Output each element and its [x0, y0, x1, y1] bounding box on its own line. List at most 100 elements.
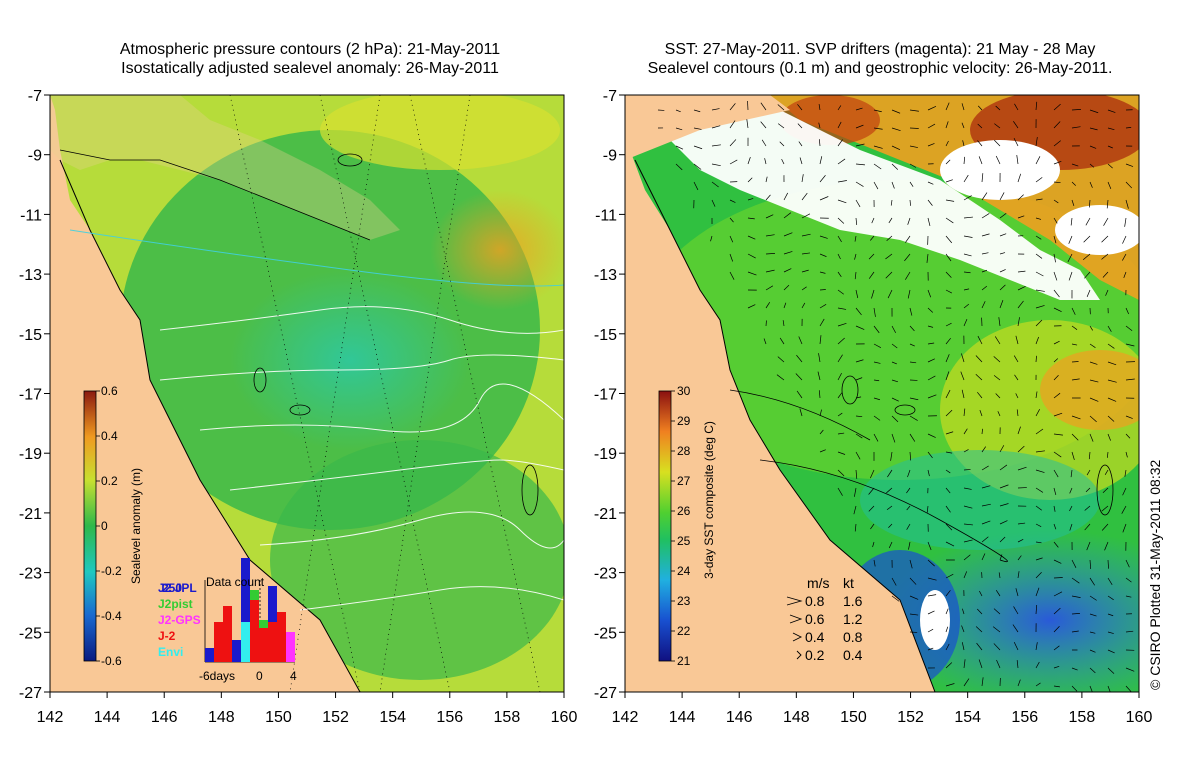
velocity-scale-arrow — [796, 650, 802, 660]
velocity-vector — [981, 677, 984, 687]
velocity-vector — [837, 139, 843, 147]
velocity-vector — [854, 271, 857, 280]
velocity-vector — [855, 451, 861, 460]
velocity-vector — [765, 253, 776, 255]
velocity-vector — [711, 125, 721, 129]
velocity-vector — [1125, 595, 1132, 598]
velocity-vector — [710, 235, 713, 242]
velocity-vector — [909, 397, 919, 401]
sst-tick-label: 24 — [677, 564, 691, 578]
velocity-vector — [855, 433, 863, 439]
velocity-vector — [711, 163, 721, 167]
velocity-vector — [1107, 577, 1113, 585]
velocity-vector — [837, 412, 843, 417]
velocity-vector — [1107, 379, 1117, 383]
velocity-vector — [891, 325, 897, 334]
velocity-vector — [798, 141, 803, 147]
velocity-vector — [963, 678, 970, 687]
velocity-vector — [891, 595, 900, 602]
velocity-vector — [1102, 271, 1109, 278]
velocity-vector — [975, 374, 983, 381]
velocity-vector — [796, 354, 803, 363]
velocity-vector — [1017, 270, 1026, 273]
velocity-vector — [1035, 289, 1045, 292]
velocity-vector — [693, 127, 702, 130]
velocity-vector — [729, 120, 736, 129]
velocity-vector — [979, 410, 983, 417]
velocity-vector — [1053, 487, 1057, 496]
sst-tick-label: 23 — [677, 594, 691, 608]
velocity-vector — [777, 123, 785, 129]
velocity-vector — [729, 217, 734, 223]
velocity-vector — [995, 105, 1001, 111]
velocity-vector — [818, 390, 821, 399]
velocity-vector — [1125, 378, 1135, 381]
velocity-vector — [1053, 181, 1061, 184]
velocity-vector — [945, 235, 953, 244]
velocity-vector — [1124, 469, 1127, 477]
velocity-vector — [819, 289, 826, 291]
velocity-vector — [729, 103, 736, 111]
reef-outlines — [253, 153, 539, 516]
velocity-vector — [891, 181, 895, 189]
velocity-vector — [1071, 343, 1078, 346]
velocity-vector — [1053, 607, 1061, 615]
velocity-vector — [819, 409, 822, 417]
velocity-vector — [855, 415, 863, 418]
velocity-vector — [975, 626, 983, 633]
velocity-vector — [1082, 253, 1091, 261]
velocity-vector — [1071, 685, 1078, 692]
velocity-vector — [765, 285, 774, 291]
velocity-vector — [871, 289, 875, 299]
velocity-vector — [1089, 145, 1097, 149]
velocity-vector — [779, 337, 785, 345]
velocity-vector — [855, 181, 864, 187]
sst-tick-label: 25 — [677, 534, 691, 548]
velocity-vector — [855, 124, 864, 129]
velocity-vector — [819, 318, 825, 327]
velocity-vector — [1053, 685, 1060, 688]
velocity-vector — [1107, 433, 1111, 441]
velocity-vector — [817, 371, 821, 381]
sst-tick-label: 27 — [677, 474, 691, 488]
velocity-vector — [1053, 645, 1060, 651]
velocity-vector — [763, 338, 767, 345]
velocity-vector — [1107, 127, 1115, 131]
velocity-vector — [1107, 181, 1112, 190]
sst-tick-label: 28 — [677, 444, 691, 458]
velocity-vector — [1101, 235, 1109, 243]
velocity-vector — [837, 354, 843, 363]
velocity-vector — [909, 181, 914, 187]
left-lon-axis: 142 144 146 148 150 152 154 156 158 160 — [37, 692, 577, 726]
velocity-vector — [837, 289, 844, 295]
sst-tick-label: 21 — [677, 654, 691, 668]
velocity-vector — [1089, 181, 1093, 188]
lon-tick-label: 160 — [1126, 709, 1153, 726]
velocity-vector — [1017, 173, 1022, 183]
data-count-bars — [205, 558, 295, 662]
velocity-vector — [801, 233, 811, 237]
velocity-vector — [1105, 289, 1109, 296]
velocity-vector — [1089, 343, 1096, 348]
velocity-vector — [891, 109, 901, 114]
velocity-vector — [891, 397, 899, 402]
velocity-vector — [1035, 661, 1040, 669]
velocity-vector — [1122, 235, 1127, 244]
velocity-vector — [779, 141, 785, 147]
velocity-vector — [963, 449, 969, 453]
velocity-scale-ms: 0.8 — [805, 593, 825, 609]
velocity-vector — [963, 174, 969, 183]
velocity-vector — [873, 433, 879, 442]
velocity-vector — [963, 539, 973, 543]
velocity-vector — [777, 356, 785, 363]
velocity-vector — [891, 163, 899, 170]
lon-tick-label: 142 — [612, 709, 639, 726]
velocity-vector — [999, 284, 1006, 291]
velocity-vector — [868, 271, 875, 279]
velocity-vector — [1089, 163, 1095, 168]
velocity-vector — [1107, 685, 1111, 692]
velocity-vector — [1053, 217, 1058, 224]
velocity-vector — [1101, 523, 1109, 531]
velocity-vector — [1071, 126, 1081, 129]
velocity-vector — [1107, 343, 1115, 349]
